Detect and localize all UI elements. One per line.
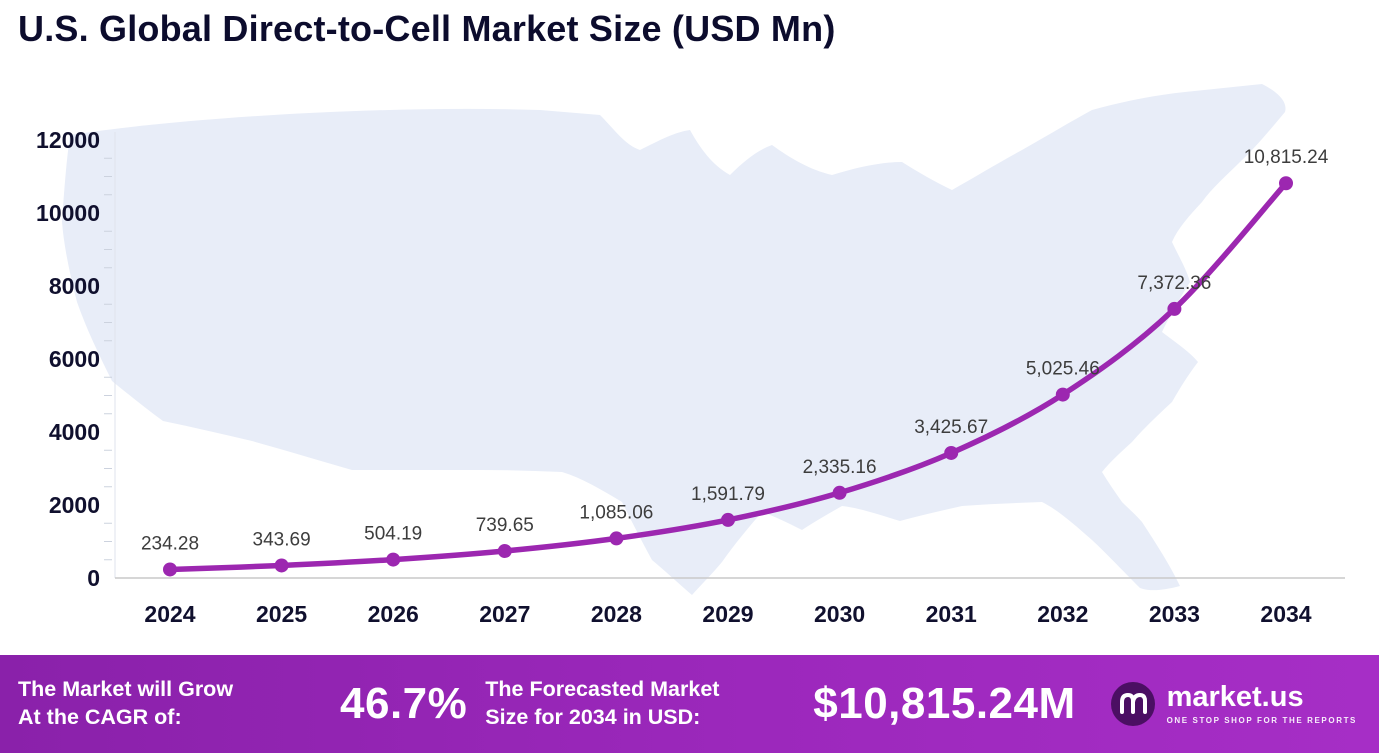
chart-title: U.S. Global Direct-to-Cell Market Size (… (18, 8, 836, 49)
svg-text:504.19: 504.19 (364, 524, 422, 545)
svg-text:5,025.46: 5,025.46 (1026, 359, 1100, 380)
svg-text:2029: 2029 (702, 601, 753, 627)
brand-block: market.us ONE STOP SHOP FOR THE REPORTS (1109, 680, 1357, 728)
svg-text:2026: 2026 (368, 601, 419, 627)
svg-text:2025: 2025 (256, 601, 307, 627)
svg-text:4000: 4000 (49, 419, 100, 445)
svg-text:6000: 6000 (49, 346, 100, 372)
cagr-value: 46.7% (340, 679, 468, 728)
market-us-logo-icon (1110, 682, 1155, 726)
svg-text:739.65: 739.65 (476, 515, 534, 536)
us-map-silhouette-icon (62, 84, 1286, 595)
svg-text:2028: 2028 (591, 601, 642, 627)
svg-text:12000: 12000 (36, 127, 100, 153)
brand-tagline: ONE STOP SHOP FOR THE REPORTS (1166, 716, 1357, 725)
svg-text:2,335.16: 2,335.16 (803, 457, 877, 478)
svg-text:2000: 2000 (49, 492, 100, 518)
forecast-label-line1: The Forecasted Market (485, 677, 720, 702)
svg-text:2024: 2024 (144, 601, 195, 627)
svg-text:1,591.79: 1,591.79 (691, 484, 765, 505)
forecast-value: $10,815.24M (813, 679, 1076, 728)
forecast-label-line2: Size for 2034 in USD: (485, 705, 701, 729)
svg-text:2033: 2033 (1149, 601, 1200, 627)
svg-text:1,085.06: 1,085.06 (579, 502, 653, 523)
svg-text:3,425.67: 3,425.67 (914, 417, 988, 438)
chart-area: 0 2000 4000 6000 8000 10000 12000 234.28 2024 343… (36, 84, 1345, 627)
cagr-label-line1: The Market will Grow (18, 677, 234, 702)
brand-name: market.us (1166, 681, 1304, 713)
svg-text:2030: 2030 (814, 601, 865, 627)
svg-text:2031: 2031 (926, 601, 977, 627)
svg-text:2034: 2034 (1260, 601, 1311, 627)
svg-text:343.69: 343.69 (253, 529, 311, 550)
svg-text:10,815.24: 10,815.24 (1244, 147, 1329, 168)
forecast-label: The Forecasted Market Size for 2034 in U… (485, 676, 785, 732)
line-chart: 0 2000 4000 6000 8000 10000 12000 234.28 2024 343… (36, 127, 1345, 627)
svg-text:2027: 2027 (479, 601, 530, 627)
svg-text:8000: 8000 (49, 273, 100, 299)
brand-text: market.us ONE STOP SHOP FOR THE REPORTS (1166, 681, 1357, 726)
cagr-label-line2: At the CAGR of: (18, 705, 182, 729)
svg-text:10000: 10000 (36, 200, 100, 226)
cagr-label: The Market will Grow At the CAGR of: (18, 676, 340, 732)
footer-bar: The Market will Grow At the CAGR of: 46.… (0, 655, 1379, 753)
svg-text:7,372.36: 7,372.36 (1137, 273, 1211, 294)
svg-text:2032: 2032 (1037, 601, 1088, 627)
svg-text:234.28: 234.28 (141, 533, 199, 554)
svg-text:0: 0 (87, 565, 100, 591)
